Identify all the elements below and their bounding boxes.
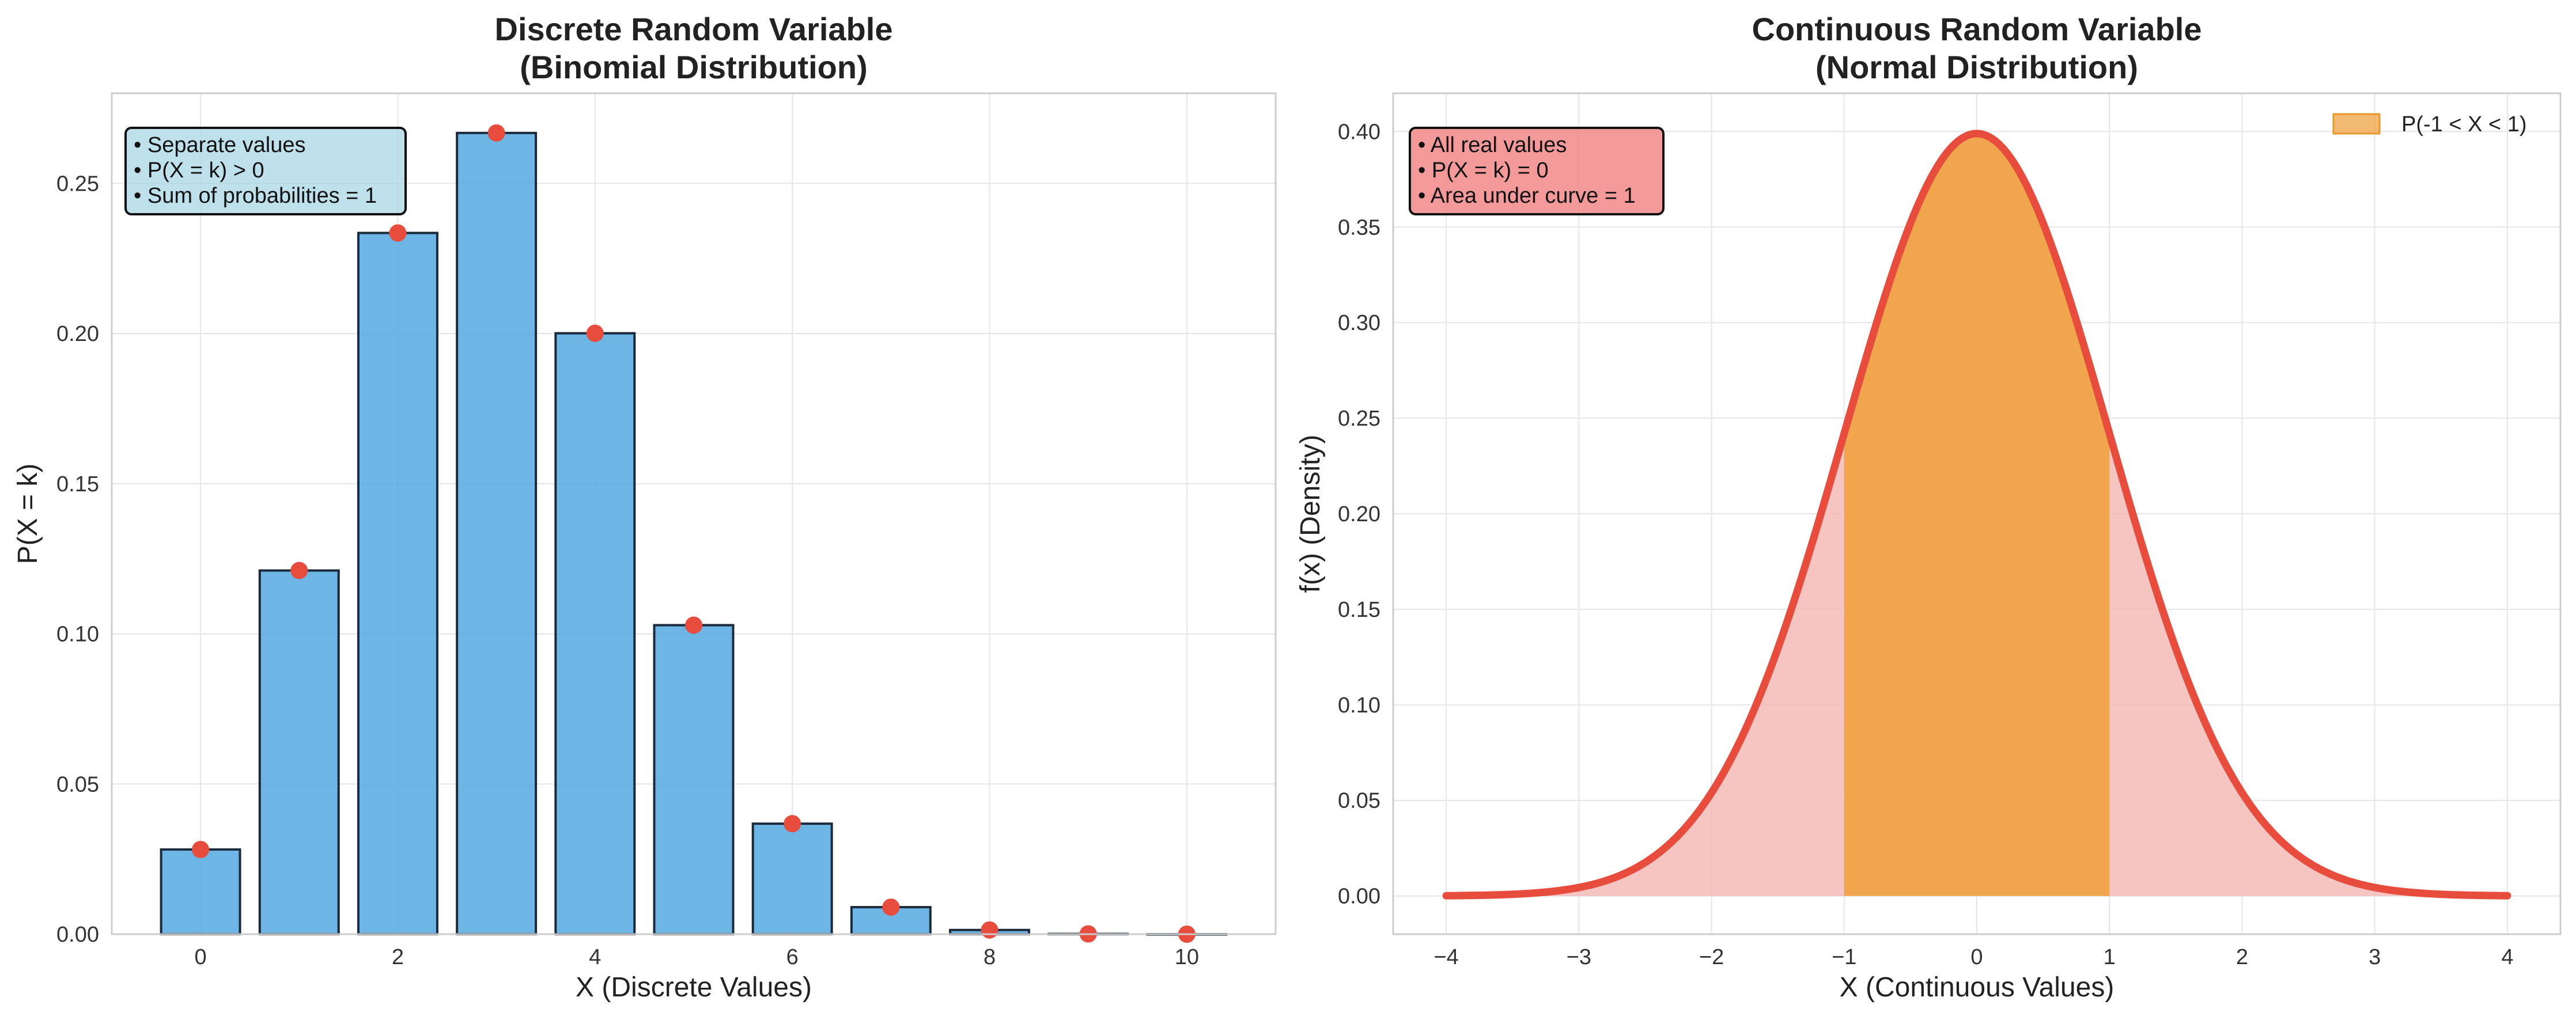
bar-0	[160, 848, 241, 936]
left-annotation-line1: • Separate values	[134, 133, 306, 157]
point-8	[981, 921, 998, 939]
right-y-tick-3: 0.15	[1338, 598, 1380, 622]
left-y-tick-3: 0.15	[56, 472, 99, 496]
right-x-tick-6: 2	[2236, 945, 2248, 969]
right-y-ticks: 0.00 0.05 0.10 0.15 0.20 0.25 0.30 0.35 0.40	[1338, 120, 1380, 908]
point-2	[389, 224, 407, 242]
right-annotation-background	[1409, 127, 1665, 215]
point-7	[882, 898, 900, 916]
left-y-tick-4: 0.20	[56, 322, 99, 346]
right-y-tick-6: 0.30	[1338, 311, 1380, 335]
left-bars	[160, 131, 1228, 936]
left-x-tick-4: 8	[984, 945, 996, 969]
left-points	[192, 124, 1196, 943]
left-y-tick-0: 0.00	[56, 923, 99, 947]
right-annotation-line3: • Area under curve = 1	[1418, 184, 1636, 208]
left-x-tick-3: 6	[786, 945, 799, 969]
bar-5	[653, 624, 735, 935]
right-y-tick-4: 0.20	[1338, 502, 1380, 526]
left-title-line1: Discrete Random Variable	[495, 11, 893, 47]
right-x-tick-4: 0	[1970, 945, 1983, 969]
right-y-tick-5: 0.25	[1338, 407, 1380, 431]
right-x-tick-3: −1	[1832, 945, 1856, 969]
point-5	[685, 616, 702, 634]
point-1	[290, 562, 308, 579]
right-y-tick-1: 0.05	[1338, 789, 1380, 813]
right-annotation-box: • All real values • P(X = k) = 0 • Area …	[1409, 127, 1665, 215]
right-y-tick-0: 0.00	[1338, 885, 1380, 909]
right-x-ticks: −4 −3 −2 −1 0 1 2 3 4	[1433, 945, 2513, 969]
binomial-chart: Discrete Random Variable (Binomial Distr…	[13, 11, 1277, 1003]
left-y-ticks: 0.00 0.05 0.10 0.15 0.20 0.25	[56, 172, 99, 947]
left-y-tick-2: 0.10	[56, 623, 99, 647]
right-title-line1: Continuous Random Variable	[1752, 11, 2202, 47]
left-title-line2: (Binomial Distribution)	[520, 49, 868, 85]
left-x-tick-1: 2	[392, 945, 404, 969]
right-x-tick-0: −4	[1433, 945, 1458, 969]
legend-label: P(-1 < X < 1)	[2401, 112, 2527, 136]
left-plot-frame	[111, 92, 1277, 935]
left-x-ticks: 0 2 4 6 8 10	[194, 945, 1199, 969]
right-y-tick-2: 0.10	[1338, 693, 1380, 718]
density-curve	[1442, 130, 2511, 900]
legend-swatch	[2332, 113, 2381, 135]
left-y-tick-1: 0.05	[56, 772, 99, 797]
point-0	[192, 840, 210, 858]
left-y-tick-5: 0.25	[56, 172, 99, 196]
bar-3	[456, 131, 538, 935]
left-x-tick-0: 0	[194, 945, 206, 969]
density-band-fill	[1844, 133, 2110, 896]
right-annotation-line1: • All real values	[1418, 133, 1567, 157]
bar-1	[258, 569, 340, 935]
right-x-tick-2: −2	[1699, 945, 1724, 969]
left-annotation-line2: • P(X = k) > 0	[134, 158, 264, 183]
normal-chart: Continuous Random Variable (Normal Distr…	[1295, 11, 2562, 1003]
bar-6	[751, 822, 833, 935]
bar-2	[357, 232, 438, 936]
right-x-tick-8: 4	[2501, 945, 2513, 969]
left-annotation-box: • Separate values • P(X = k) > 0 • Sum o…	[124, 127, 407, 215]
point-4	[586, 324, 604, 342]
left-annotation-background	[124, 127, 407, 215]
right-y-tick-7: 0.35	[1338, 215, 1380, 240]
right-title-line2: (Normal Distribution)	[1815, 49, 2138, 85]
left-annotation-line3: • Sum of probabilities = 1	[134, 184, 377, 208]
bar-4	[554, 332, 636, 935]
left-x-tick-5: 10	[1175, 945, 1199, 969]
left-x-tick-2: 4	[589, 945, 601, 969]
right-x-tick-5: 1	[2104, 945, 2116, 969]
legend: P(-1 < X < 1)	[2332, 112, 2527, 136]
right-plot-frame	[1392, 92, 2562, 935]
right-x-axis-label: X (Continuous Values)	[1840, 972, 2114, 1003]
right-y-axis-label: f(x) (Density)	[1295, 435, 1326, 593]
right-annotation-line2: • P(X = k) = 0	[1418, 158, 1549, 183]
left-y-axis-label: P(X = k)	[13, 464, 43, 564]
right-x-tick-1: −3	[1567, 945, 1591, 969]
right-x-tick-7: 3	[2369, 945, 2381, 969]
point-6	[784, 815, 801, 833]
right-y-tick-8: 0.40	[1338, 120, 1380, 144]
point-3	[487, 124, 505, 142]
left-x-axis-label: X (Discrete Values)	[576, 972, 812, 1003]
